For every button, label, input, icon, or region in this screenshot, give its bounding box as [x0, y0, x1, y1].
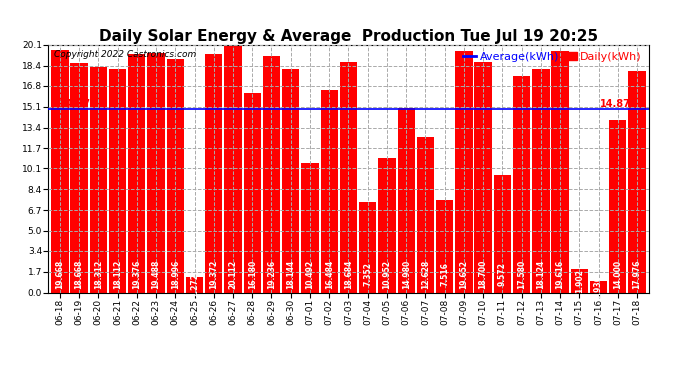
Text: 18.312: 18.312 — [94, 260, 103, 289]
Bar — [302, 163, 319, 292]
Text: 19.652: 19.652 — [460, 260, 469, 288]
Text: 14.000: 14.000 — [613, 260, 622, 289]
Text: 14.980: 14.980 — [402, 260, 411, 289]
Bar — [128, 54, 146, 292]
Bar — [166, 58, 184, 292]
Title: Daily Solar Energy & Average  Production Tue Jul 19 20:25: Daily Solar Energy & Average Production … — [99, 29, 598, 44]
Bar — [571, 269, 588, 292]
Text: 19.616: 19.616 — [555, 260, 564, 289]
Bar — [397, 108, 415, 292]
Text: 10.952: 10.952 — [382, 260, 391, 288]
Text: 0.936: 0.936 — [594, 275, 603, 298]
Bar — [359, 202, 376, 292]
Bar — [339, 62, 357, 292]
Bar — [436, 200, 453, 292]
Text: 19.372: 19.372 — [209, 260, 218, 289]
Text: 9.572: 9.572 — [498, 262, 507, 286]
Text: 19.488: 19.488 — [152, 260, 161, 289]
Bar — [321, 90, 338, 292]
Text: 16.484: 16.484 — [325, 260, 334, 289]
Text: 7.516: 7.516 — [440, 262, 449, 286]
Text: 18.124: 18.124 — [536, 260, 545, 289]
Legend: Average(kWh), Daily(kWh): Average(kWh), Daily(kWh) — [462, 51, 643, 63]
Bar — [551, 51, 569, 292]
Text: 1.902: 1.902 — [575, 269, 584, 293]
Text: 19.376: 19.376 — [132, 260, 141, 289]
Bar — [417, 137, 434, 292]
Bar — [244, 93, 261, 292]
Bar — [629, 71, 646, 292]
Bar — [109, 69, 126, 292]
Bar — [609, 120, 627, 292]
Text: 18.700: 18.700 — [479, 260, 488, 289]
Text: 18.112: 18.112 — [113, 260, 122, 289]
Text: 7.352: 7.352 — [363, 262, 372, 286]
Text: 20.112: 20.112 — [228, 260, 237, 289]
Bar — [590, 281, 607, 292]
Text: ←14.875: ←14.875 — [51, 99, 97, 109]
Text: 1.272: 1.272 — [190, 273, 199, 297]
Bar — [205, 54, 222, 292]
Text: 12.628: 12.628 — [421, 260, 430, 289]
Bar — [70, 63, 88, 292]
Text: 19.668: 19.668 — [55, 260, 64, 289]
Bar — [186, 277, 203, 292]
Text: 10.492: 10.492 — [306, 260, 315, 289]
Bar — [475, 62, 492, 292]
Bar — [532, 69, 549, 292]
Text: 14.875→: 14.875→ — [600, 99, 646, 109]
Bar — [263, 56, 280, 292]
Text: 19.236: 19.236 — [267, 260, 276, 289]
Text: 18.144: 18.144 — [286, 260, 295, 289]
Bar — [494, 175, 511, 292]
Text: 18.684: 18.684 — [344, 260, 353, 289]
Text: 17.580: 17.580 — [517, 260, 526, 289]
Bar — [378, 158, 395, 292]
Bar — [282, 69, 299, 292]
Text: 16.180: 16.180 — [248, 260, 257, 289]
Text: 18.996: 18.996 — [171, 260, 180, 289]
Bar — [224, 45, 241, 292]
Bar — [51, 50, 68, 292]
Text: 18.668: 18.668 — [75, 260, 83, 289]
Bar — [90, 67, 107, 292]
Bar — [513, 76, 531, 292]
Text: Copyright 2022 Castronics.com: Copyright 2022 Castronics.com — [55, 50, 197, 59]
Bar — [148, 53, 165, 292]
Bar — [455, 51, 473, 292]
Text: 17.976: 17.976 — [633, 260, 642, 289]
